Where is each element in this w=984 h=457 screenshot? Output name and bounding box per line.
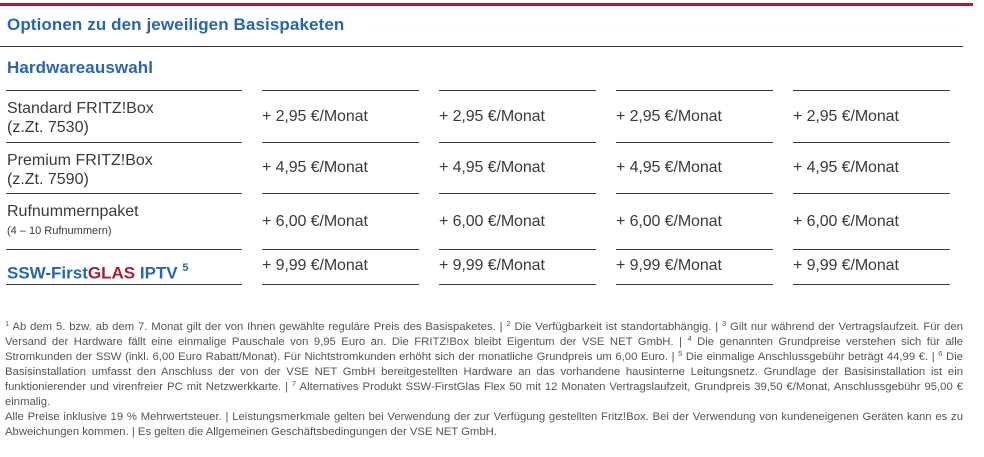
price-cell: + 4,95 €/Monat xyxy=(262,142,419,193)
price-cell: + 9,99 €/Monat xyxy=(439,249,596,285)
footnote-paragraph: Alle Preise inklusive 19 % Mehrwertsteue… xyxy=(5,411,963,438)
footnote-number: 2 xyxy=(506,319,511,328)
price-cell: + 2,95 €/Monat xyxy=(616,90,773,142)
top-accent-rule xyxy=(0,3,973,6)
brand-name-part: GLAS xyxy=(87,263,136,283)
price-cell: + 9,99 €/Monat xyxy=(616,249,773,285)
option-subtitle: (z.Zt. 7590) xyxy=(7,171,89,188)
price-cell: + 2,95 €/Monat xyxy=(439,90,596,142)
price-cell: + 9,99 €/Monat xyxy=(793,249,950,285)
option-name: Rufnummernpaket xyxy=(7,203,139,220)
price-cell: + 6,00 €/Monat xyxy=(439,193,596,249)
option-label-cell: SSW-FirstGLAS IPTV 5 xyxy=(6,249,242,285)
footnotes-block: 1 Ab dem 5. bzw. ab dem 7. Monat gilt de… xyxy=(5,320,963,440)
footnote-number: 6 xyxy=(938,349,943,358)
price-cell: + 4,95 €/Monat xyxy=(439,142,596,193)
price-cell: + 6,00 €/Monat xyxy=(262,193,419,249)
price-cell: + 2,95 €/Monat xyxy=(262,90,419,142)
footnote-paragraph: 1 Ab dem 5. bzw. ab dem 7. Monat gilt de… xyxy=(5,319,964,408)
section-title: Hardwareauswahl xyxy=(7,58,154,77)
option-name-brand: SSW-FirstGLAS IPTV 5 xyxy=(7,259,242,284)
footnote-number: 3 xyxy=(722,319,727,328)
price-cell: + 4,95 €/Monat xyxy=(793,142,950,193)
footnote-number: 5 xyxy=(678,349,683,358)
title-divider xyxy=(0,46,963,47)
footnote-number: 4 xyxy=(687,334,692,343)
option-label-cell: Standard FRITZ!Box (z.Zt. 7530) xyxy=(6,90,242,142)
option-name: Standard FRITZ!Box xyxy=(7,100,154,117)
price-cell: + 6,00 €/Monat xyxy=(616,193,773,249)
footnote-number: 1 xyxy=(5,319,10,328)
option-subtitle: (4 – 10 Rufnummern) xyxy=(7,225,112,237)
price-cell: + 4,95 €/Monat xyxy=(616,142,773,193)
hardware-options-table: Standard FRITZ!Box (z.Zt. 7530) + 2,95 €/M… xyxy=(6,90,950,285)
option-subtitle: (z.Zt. 7530) xyxy=(7,119,89,136)
option-name: Premium FRITZ!Box xyxy=(7,152,153,169)
page-title: Optionen zu den jeweiligen Basispaketen xyxy=(7,15,345,34)
price-cell: + 9,99 €/Monat xyxy=(262,249,419,285)
option-label-cell: Premium FRITZ!Box (z.Zt. 7590) xyxy=(6,142,242,193)
price-cell: + 2,95 €/Monat xyxy=(793,90,950,142)
footnote-ref: 5 xyxy=(182,262,189,274)
footnote-number: 7 xyxy=(292,379,297,388)
brand-name-part: SSW-First xyxy=(7,263,88,283)
brand-name-part: IPTV xyxy=(135,263,178,283)
price-cell: + 6,00 €/Monat xyxy=(793,193,950,249)
option-label-cell: Rufnummernpaket (4 – 10 Rufnummern) xyxy=(6,193,242,249)
